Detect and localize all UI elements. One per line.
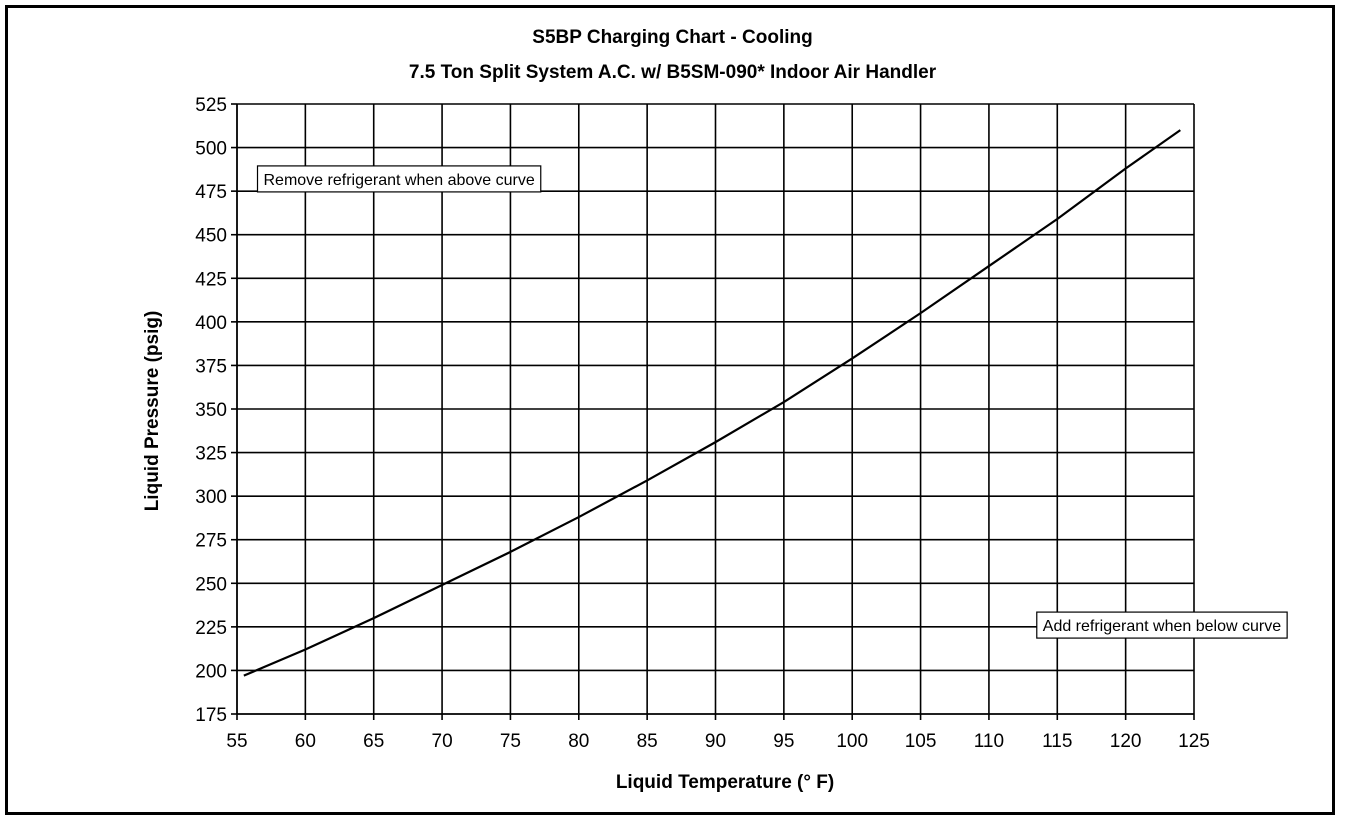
annotation-frame <box>1036 611 1288 639</box>
y-axis-title: Liquid Pressure (psig) <box>142 311 163 512</box>
x-tick-label: 110 <box>974 731 1004 752</box>
chart-frame <box>5 5 1335 815</box>
x-tick-label: 75 <box>500 731 521 752</box>
y-tick-label: 250 <box>195 574 227 595</box>
x-tick-label: 95 <box>773 731 794 752</box>
y-tick-label: 525 <box>195 95 227 116</box>
x-tick-label: 120 <box>1110 731 1142 752</box>
axes: 55 60 65 70 75 80 85 90 95 100 105 110 115 120 125 175 2… <box>195 95 1210 752</box>
y-tick-label: 200 <box>195 661 227 682</box>
y-tick-label: 275 <box>195 531 227 552</box>
y-tick-label: 225 <box>195 618 227 639</box>
y-tick-label: 425 <box>195 269 227 290</box>
grid-lines <box>237 103 1195 714</box>
x-tick-label: 125 <box>1178 731 1210 752</box>
y-tick-label: 300 <box>195 487 227 508</box>
y-tick-label: 175 <box>195 705 227 726</box>
y-tick-label: 325 <box>195 444 227 465</box>
x-tick-label: 85 <box>637 731 658 752</box>
annotation-box: Add refrigerant when below curve <box>1036 611 1288 639</box>
y-tick-label: 450 <box>195 226 227 247</box>
annotation-text: Remove refrigerant when above curve <box>264 172 535 189</box>
x-tick-label: 100 <box>836 731 868 752</box>
x-axis-title: Liquid Temperature (° F) <box>616 772 834 793</box>
annotation-box: Remove refrigerant when above curve <box>256 165 542 193</box>
x-tick-label: 70 <box>432 731 453 752</box>
y-tick-label: 475 <box>195 182 227 203</box>
y-tick-label: 400 <box>195 313 227 334</box>
annotation-frame <box>256 165 542 193</box>
x-tick-label: 90 <box>705 731 726 752</box>
x-tick-label: 105 <box>905 731 937 752</box>
x-tick-label: 80 <box>568 731 589 752</box>
y-tick-label: 500 <box>195 139 227 160</box>
x-tick-label: 55 <box>226 731 247 752</box>
x-tick-label: 65 <box>363 731 384 752</box>
chart-subtitle: 7.5 Ton Split System A.C. w/ B5SM-090* I… <box>408 62 937 83</box>
x-tick-label: 115 <box>1042 731 1072 752</box>
y-tick-label: 375 <box>195 356 227 377</box>
chart-title: S5BP Charging Chart - Cooling <box>532 27 813 48</box>
series-line <box>243 129 1181 677</box>
series-layer <box>243 129 1181 677</box>
annotations: Remove refrigerant when above curve Add r… <box>256 165 1288 639</box>
y-tick-label: 350 <box>195 400 227 421</box>
annotation-text: Add refrigerant when below curve <box>1043 618 1281 635</box>
x-tick-label: 60 <box>295 731 316 752</box>
